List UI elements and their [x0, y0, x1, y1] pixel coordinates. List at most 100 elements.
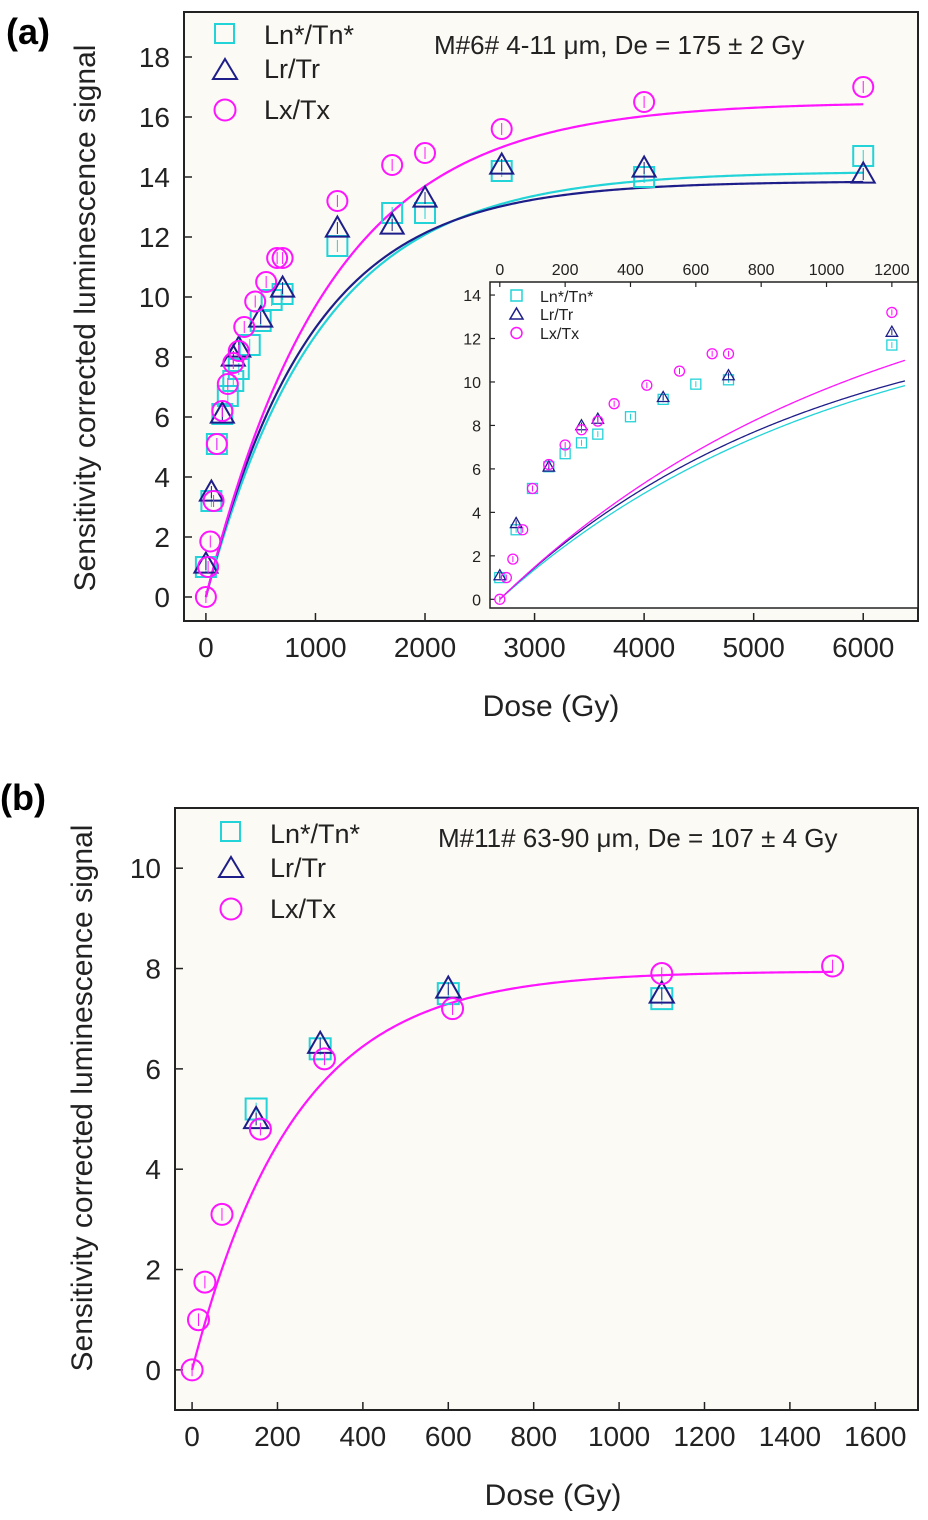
inset-point-lxtx	[575, 424, 588, 436]
inset-point-lxtx	[517, 524, 529, 536]
panel-a-point-lxtx	[266, 247, 289, 269]
panel-a-point-lxtx	[216, 373, 239, 395]
panel-a-point-lrtr	[198, 478, 225, 502]
inset-y-tick-label: 14	[463, 288, 481, 305]
panel-a-annotation: M#6# 4-11 μm, De = 175 ± 2 Gy	[434, 30, 805, 60]
panel-a-fit-lrtr	[204, 180, 864, 598]
panel-b: (b) 0 200 400 600 800 1000 1200 1400 1600 0 2 4 6 8 10…	[0, 777, 919, 1512]
panel-a-point-lrtr	[247, 304, 274, 328]
inset-data-points	[492, 306, 899, 605]
panel-a-point-lxtx	[271, 247, 294, 269]
panel-b-x-tick-label: 800	[510, 1421, 557, 1452]
panel-a-point-lntn	[222, 370, 245, 392]
panel-b-y-tick-label: 0	[145, 1355, 161, 1386]
panel-b-point-lxtx	[193, 1270, 217, 1294]
inset-point-lrtr	[656, 390, 671, 403]
legend-b-lr-marker	[217, 855, 245, 878]
panel-a-point-lxtx	[227, 340, 250, 362]
panel-a-point-lrtr	[630, 154, 658, 178]
panel-b-x-axis-title: Dose (Gy)	[485, 1479, 622, 1512]
inset-x-tick-label: 1200	[874, 262, 910, 279]
panel-a-point-lxtx	[222, 352, 245, 374]
inset-y-tick-label: 10	[463, 375, 481, 392]
inset-legend-lr-marker	[508, 306, 525, 320]
panel-a-point-lrtr	[411, 184, 439, 208]
inset-point-lxtx	[722, 348, 735, 360]
inset-legend-lx-marker	[510, 326, 523, 340]
panel-a: (a) 0 1000 2000 3000 4000 5000 600002468101214…	[6, 11, 919, 723]
panel-b-y-tick-label: 8	[145, 954, 161, 985]
panel-a-point-lrtr	[850, 160, 877, 184]
panel-a-y-tick-label: 0	[154, 582, 170, 613]
panel-b-x-tick-label: 400	[340, 1421, 387, 1452]
panel-b-data-points	[180, 954, 845, 1382]
inset-point-lxtx	[706, 348, 718, 360]
inset-point-lrtr	[721, 368, 736, 381]
panel-a-point-lxtx	[633, 91, 656, 113]
panel-a-x-tick-label: 3000	[503, 632, 565, 663]
panel-a-point-lxtx	[255, 271, 278, 293]
panel-b-point-lxtx	[441, 997, 465, 1021]
panel-a-x-tick-label: 4000	[613, 632, 675, 663]
panel-a-point-lrtr	[209, 400, 236, 424]
panel-b-fit-curves	[191, 970, 833, 1371]
inset-point-lxtx	[543, 458, 555, 471]
panel-a-y-tick-label: 2	[154, 522, 170, 553]
inset-legend-lr-label: Lr/Tr	[540, 307, 574, 324]
panel-a-point-lntn	[852, 145, 875, 167]
panel-b-point-lxtx	[821, 954, 845, 978]
inset-point-lntn	[592, 428, 604, 440]
panel-b-y-axis-title: Sensitivity corrected luminescence signa…	[66, 825, 99, 1372]
inset-point-lntn	[690, 378, 702, 390]
legend-b-lx-marker	[219, 897, 243, 921]
panel-b-point-lrtr	[306, 1029, 334, 1054]
panel-a-point-lrtr	[324, 214, 351, 238]
legend-a-ln-marker	[214, 23, 235, 44]
panel-a-point-lxtx	[233, 316, 256, 338]
legend-b-ln-label: Ln*/Tn*	[270, 819, 361, 849]
legend-b-ln-marker	[220, 821, 241, 842]
panel-a-x-axis-title: Dose (Gy)	[483, 690, 620, 723]
inset-fit-lntn	[499, 384, 906, 600]
panel-a-point-lxtx	[381, 154, 404, 176]
panel-a-y-tick-label: 10	[139, 282, 170, 313]
panel-b-fit-lxtx	[191, 970, 833, 1371]
panel-a-x-tick-label: 1000	[284, 632, 346, 663]
panel-b-y-tick-label: 6	[145, 1054, 161, 1085]
panel-a-point-lxtx	[414, 142, 437, 164]
panel-b-point-lrtr	[434, 974, 463, 999]
panel-a-point-lxtx	[194, 586, 217, 608]
panel-a-y-tick-label: 4	[154, 462, 170, 493]
inset-point-lxtx	[641, 379, 653, 391]
panel-b-x-tick-label: 0	[184, 1421, 200, 1452]
legend-a-ln-label: Ln*/Tn*	[264, 20, 355, 50]
inset-y-tick-label: 12	[463, 332, 481, 349]
panel-a-x-tick-label: 6000	[832, 632, 894, 663]
panel-a-point-lxtx	[852, 76, 875, 98]
inset-x-tick-label: 1000	[809, 262, 845, 279]
panel-a-point-lxtx	[211, 400, 234, 422]
inset-legend-ln-label: Ln*/Tn*	[540, 289, 593, 306]
inset-point-lrtr	[509, 516, 524, 529]
inset-point-lntn	[624, 411, 637, 423]
panel-b-x-tick-label: 1200	[673, 1421, 735, 1452]
panel-a-point-lxtx	[202, 490, 225, 512]
inset-point-lxtx	[886, 306, 898, 319]
inset-x-tick-label: 0	[495, 262, 504, 279]
panel-a-y-tick-label: 16	[139, 102, 170, 133]
inset-x-tick-label: 400	[617, 262, 644, 279]
panel-a-point-lxtx	[199, 530, 222, 553]
inset-point-lntn	[559, 448, 571, 460]
panel-b-y-tick-label: 10	[130, 853, 161, 884]
inset-chart: 0 200 400 600 800 1000 1200 0 2 4 6 8 10 12 14 Ln*/Tn*…	[463, 262, 919, 609]
panel-b-x-tick-label: 600	[425, 1421, 472, 1452]
panel-a-x-tick-label: 0	[198, 632, 214, 663]
panel-b-point-lxtx	[180, 1358, 204, 1382]
inset-legend: Ln*/Tn* Lr/Tr Lx/Tx	[508, 289, 593, 343]
inset-point-lxtx	[500, 571, 512, 584]
panel-a-point-lrtr	[378, 211, 406, 235]
inset-point-lxtx	[608, 398, 620, 410]
panel-a-y-axis-title: Sensitivity corrected luminescence signa…	[69, 45, 102, 592]
